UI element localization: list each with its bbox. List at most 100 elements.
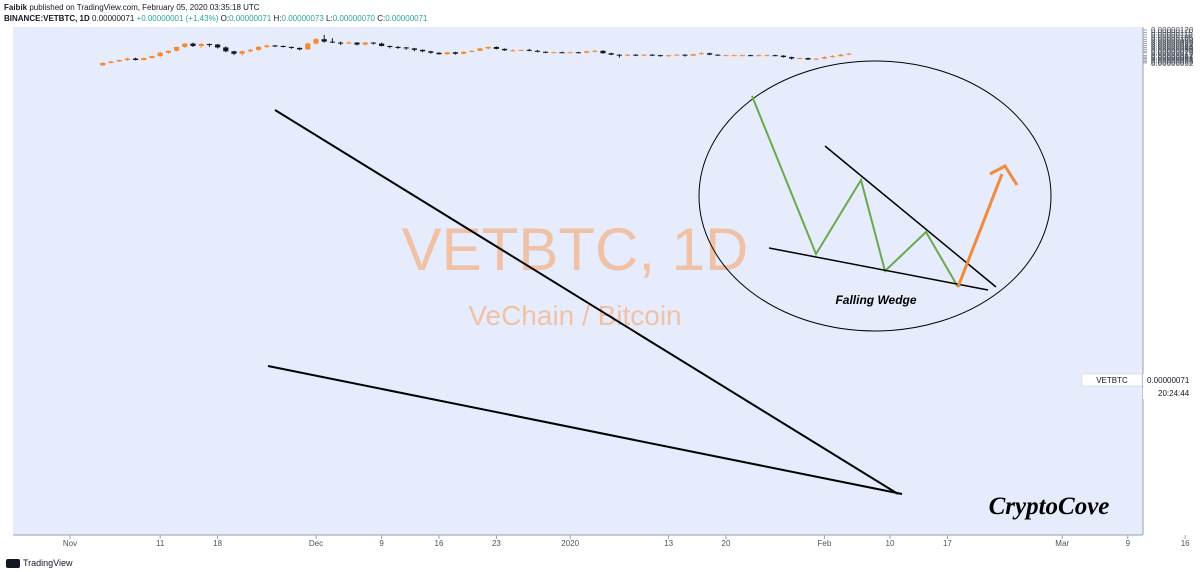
symbol-info[interactable]: BINANCE:VETBTC, 1D: [4, 14, 90, 23]
candle-down: [338, 41, 344, 46]
time-tick-label: 16: [1181, 539, 1190, 548]
candle-down: [633, 54, 639, 57]
low-value: 0.00000070: [332, 14, 375, 23]
candle-up: [838, 53, 844, 57]
time-tick-label: 9: [379, 539, 384, 548]
time-tick-label: 17: [943, 539, 952, 548]
candle-up: [674, 54, 680, 56]
candle-down: [682, 54, 688, 57]
publish-info: published on TradingView.com, February 0…: [29, 3, 260, 12]
price-tick-label: 0.00000092: [1151, 40, 1194, 49]
candle-body: [444, 52, 450, 55]
watermark-subtitle: VeChain / Bitcoin: [468, 300, 681, 331]
candle-body: [567, 52, 573, 54]
candle-body: [272, 45, 278, 47]
candle-body: [141, 58, 147, 61]
price-tick-label: 0.00000110: [1151, 31, 1193, 40]
candle-down: [707, 52, 713, 56]
price-tick-label: 0.00000088: [1151, 41, 1194, 50]
illustration-ellipse: [698, 60, 1052, 332]
tradingview-logo-text: TradingView: [23, 558, 73, 568]
tradingview-logo[interactable]: TradingView: [6, 558, 73, 568]
candle-up: [157, 51, 163, 58]
candle-body: [461, 51, 467, 54]
candle-body: [190, 43, 196, 46]
candle-up: [641, 54, 647, 57]
high-label: H:: [273, 14, 282, 23]
candle-down: [526, 48, 532, 52]
pattern-label: Falling Wedge: [835, 293, 916, 307]
candle-body: [682, 54, 688, 56]
candle-up: [756, 54, 762, 57]
candle-body: [329, 41, 335, 43]
candle-down: [805, 57, 811, 61]
candle-up: [108, 60, 114, 64]
candle-body: [387, 45, 393, 47]
candle-up: [346, 41, 352, 45]
candle-up: [690, 53, 696, 57]
candle-up: [518, 49, 524, 51]
time-axis: Nov 11 18 Dec 9 16 23 2020 13 20 Feb 10 17 Mar 9 16: [13, 534, 1190, 548]
candle-body: [739, 55, 745, 57]
low-label: L:: [326, 14, 333, 23]
candle-down: [395, 45, 401, 49]
time-tick-label: Feb: [818, 539, 832, 548]
candle-up: [666, 54, 672, 58]
candle-down: [649, 54, 655, 57]
candle-down: [297, 47, 303, 51]
close-value: 0.00000071: [385, 14, 428, 23]
candle-up: [100, 62, 106, 66]
candle-up: [813, 58, 819, 61]
last-price: 0.00000071: [92, 14, 135, 23]
candle-down: [428, 50, 434, 54]
candle-up: [821, 56, 827, 60]
time-tick-label: 20: [722, 539, 731, 548]
candle-body: [657, 55, 663, 57]
price-tick-label: 0.00000064: [1151, 53, 1194, 62]
candle-down: [780, 55, 786, 58]
change-value: +0.00000001 (+1.43%): [136, 14, 219, 23]
candle-body: [772, 55, 778, 57]
candle-down: [608, 52, 614, 56]
candle-body: [502, 48, 508, 51]
wedge-lower-trendline: [267, 365, 903, 495]
candle-up: [174, 46, 180, 52]
candle-body: [584, 51, 590, 53]
candle-body: [526, 49, 532, 51]
candle-up: [116, 59, 122, 62]
candle-down: [789, 56, 795, 60]
author-name[interactable]: Faibik: [4, 3, 28, 12]
price-tick-label: 0.00000073: [1151, 49, 1194, 58]
falling-wedge-illustration: Falling Wedge: [698, 60, 1052, 332]
candle-down: [133, 57, 139, 61]
candle-down: [575, 51, 581, 54]
candle-up: [256, 45, 262, 51]
price-axis: 0.000001200.000001150.000001100.00000105…: [1142, 26, 1194, 535]
candle-body: [247, 49, 253, 52]
price-tick-label: 0.00000115: [1151, 28, 1193, 37]
candle-up: [149, 55, 155, 59]
price-tick-label: 0.00000076: [1151, 47, 1194, 56]
candle-up: [198, 43, 204, 48]
candle-body: [707, 53, 713, 55]
price-tag-value: 0.00000071: [1147, 376, 1190, 385]
breakout-arrow-head: [989, 164, 1019, 186]
chart-header: Faibik published on TradingView.com, Feb…: [4, 2, 427, 24]
price-tick-label: 0.00000096: [1151, 38, 1194, 47]
candle-down: [288, 46, 294, 49]
candle-up: [239, 50, 245, 56]
candle-body: [625, 54, 631, 56]
time-tick-label: Dec: [309, 539, 323, 548]
candle-body: [223, 47, 229, 52]
candle-down: [657, 54, 663, 57]
close-label: C:: [377, 14, 386, 23]
candle-body: [321, 39, 327, 42]
candle-down: [452, 51, 458, 55]
candle-body: [789, 57, 795, 59]
brand-watermark: CryptoCove: [989, 493, 1110, 520]
candle-body: [264, 45, 270, 47]
candle-body: [723, 55, 729, 57]
ohlc-line: BINANCE:VETBTC, 1D 0.00000071 +0.0000000…: [4, 13, 427, 24]
candle-body: [288, 46, 294, 48]
candle-body: [379, 43, 385, 46]
